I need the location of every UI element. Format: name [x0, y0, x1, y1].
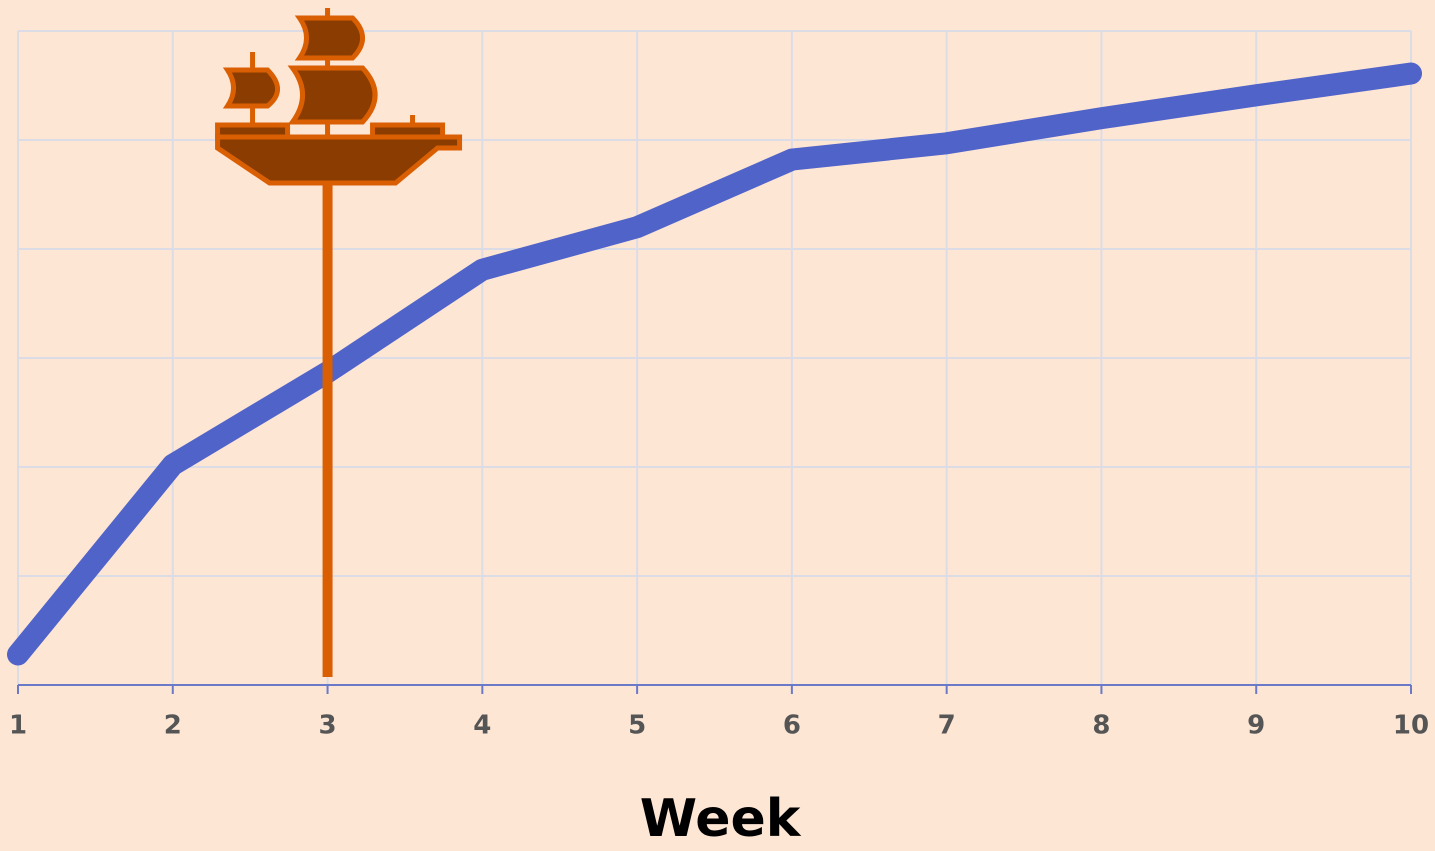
- x-tick-label: 6: [783, 711, 801, 741]
- x-tick-label: 8: [1092, 711, 1110, 741]
- x-tick-label: 7: [938, 711, 956, 741]
- x-tick-label: 3: [319, 711, 337, 741]
- x-tick-label: 2: [164, 711, 182, 741]
- x-axis-title: Week: [640, 789, 802, 849]
- chart: Week 1 2 3 4 5 6 7 8 9 10: [0, 0, 1435, 851]
- x-tick-label: 4: [473, 711, 491, 741]
- x-tick-label: 1: [9, 711, 27, 741]
- x-tick-label: 5: [628, 711, 646, 741]
- x-tick-label: 9: [1247, 711, 1265, 741]
- x-tick-label: 10: [1393, 711, 1429, 741]
